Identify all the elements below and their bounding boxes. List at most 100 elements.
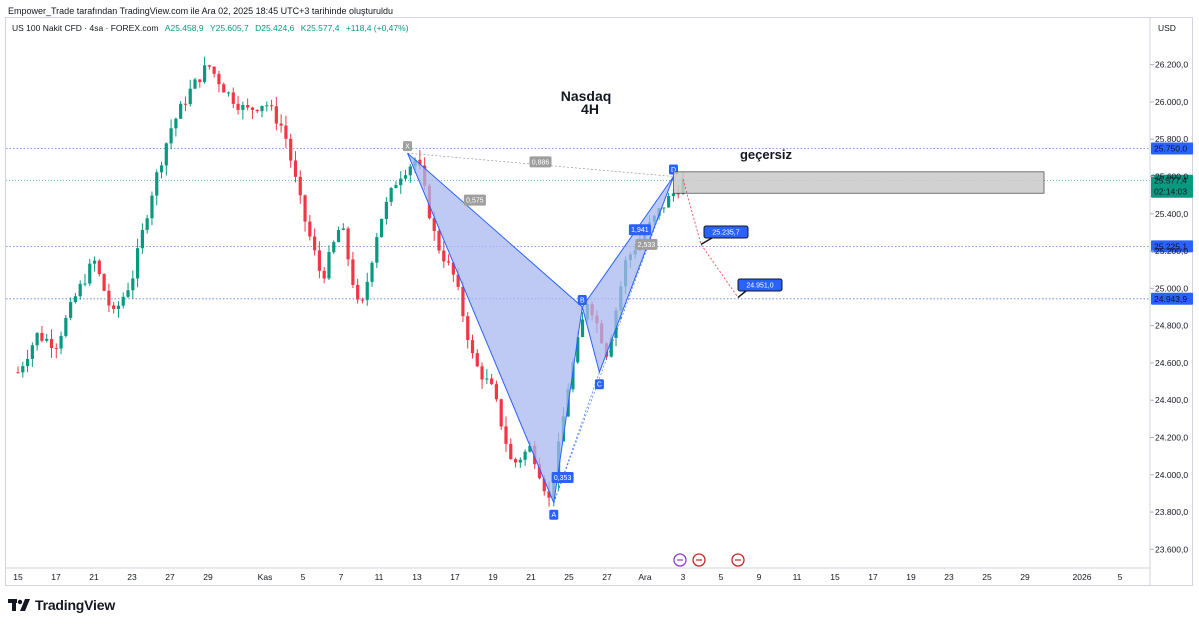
time-tick-label: 13 (412, 572, 422, 582)
time-tick-label: 7 (339, 572, 344, 582)
candle-body (40, 332, 44, 341)
candle-body (609, 337, 613, 357)
candle-body (394, 185, 398, 189)
legend-open: A25.458,9 (164, 23, 204, 33)
pattern-point-d-label: D (671, 167, 676, 174)
candle-countdown: 02:14:03 (1154, 187, 1187, 197)
price-tick-label: 25.200,0 (1155, 246, 1188, 256)
pattern-point-x-label: X (405, 144, 410, 151)
time-tick-label: 17 (868, 572, 878, 582)
candle-body (155, 172, 159, 196)
candle-body (49, 338, 54, 348)
candle-body (30, 345, 34, 359)
time-tick-label: 11 (375, 572, 384, 582)
candle-body (246, 105, 250, 108)
time-tick-label: 29 (203, 572, 213, 582)
annotation-invalid[interactable]: geçersiz (740, 147, 793, 162)
time-tick-label: 5 (301, 572, 306, 582)
candle-body (432, 218, 436, 231)
annotation-title-symbol[interactable]: Nasdaq (561, 88, 612, 104)
candle-body (188, 88, 192, 105)
candle-body (241, 105, 245, 110)
candle-body (662, 207, 666, 209)
pattern-ratio-badge (628, 224, 651, 236)
candle-body (317, 250, 322, 271)
candle-body (92, 260, 97, 264)
candle-body (45, 338, 49, 341)
pattern-point-x[interactable] (403, 141, 412, 152)
price-tick-label: 25.800,0 (1155, 134, 1188, 144)
candle-body (265, 105, 269, 107)
candle-body (250, 107, 255, 110)
candle-body (451, 262, 455, 275)
price-tick-label: 24.200,0 (1155, 432, 1188, 442)
pattern-bcd-triangle[interactable] (581, 176, 674, 374)
candle-body (231, 92, 235, 104)
price-tick-label: 24.600,0 (1155, 358, 1188, 368)
price-level-badge (1151, 240, 1193, 253)
pattern-point-a[interactable] (549, 509, 559, 520)
invalid-zone-rectangle[interactable] (673, 171, 1045, 194)
candle-body (485, 378, 489, 380)
pattern-point-c[interactable] (594, 379, 604, 390)
pattern-ratio-label: 0,575 (466, 198, 484, 205)
candle-body (202, 65, 207, 83)
candle-body (327, 252, 331, 279)
pattern-point-b-label: B (580, 297, 585, 304)
candle-body (298, 176, 302, 196)
candle-body (437, 230, 441, 251)
price-tick-label: 26.000,0 (1155, 97, 1188, 107)
target-badge[interactable] (737, 278, 783, 292)
target-badge[interactable] (703, 225, 749, 239)
price-tick-label: 26.200,0 (1155, 60, 1188, 70)
candle-body (576, 337, 580, 363)
candle-body (217, 73, 221, 85)
candle-body (269, 105, 274, 107)
price-level-value: 24.943,9 (1154, 294, 1187, 304)
candle-body (193, 79, 197, 89)
pattern-point-b[interactable] (577, 294, 587, 305)
currency-label[interactable]: USD (1158, 23, 1176, 33)
candle-body (169, 128, 173, 144)
candle-body (35, 332, 39, 346)
candle-body (16, 372, 20, 374)
candle-body (523, 451, 527, 460)
candle-body (470, 340, 475, 354)
candle-body (418, 159, 422, 166)
candle-body (59, 335, 63, 349)
candle-body (509, 443, 513, 460)
candle-body (73, 296, 78, 303)
pattern-xab-triangle[interactable] (407, 152, 583, 505)
legend-low: D25.424,6 (255, 23, 295, 33)
price-tick-label: 23.800,0 (1155, 507, 1188, 517)
candle-body (207, 65, 211, 67)
time-tick-label: 25 (982, 572, 992, 582)
candle-body (25, 358, 30, 367)
time-tick-label: 15 (830, 572, 840, 582)
tradingview-logo[interactable]: TradingView (8, 597, 115, 613)
candle-body (375, 237, 379, 263)
candle-body (446, 261, 451, 263)
candle-body (284, 125, 288, 139)
candle-body (116, 305, 121, 310)
annotation-title-timeframe[interactable]: 4H (581, 101, 599, 117)
candle-body (547, 491, 551, 498)
candle-body (131, 278, 135, 291)
tradingview-logo-icon (8, 599, 30, 611)
time-tick-label: 21 (89, 572, 99, 582)
time-tick-label: 3 (681, 572, 686, 582)
candle-body (21, 366, 25, 373)
candle-body (150, 195, 154, 219)
candle-body (480, 366, 484, 380)
candle-body (313, 236, 317, 251)
candle-body (212, 66, 216, 74)
time-tick-label: 9 (757, 572, 762, 582)
legend-symbol[interactable]: US 100 Nakit CFD · 4sa · FOREX.com (12, 23, 159, 33)
price-level-badge (1151, 292, 1193, 305)
pattern-ratio-badge (529, 156, 552, 168)
legend-close: K25.577,4 (300, 23, 340, 33)
candle-body (289, 138, 293, 161)
time-tick-label: 2026 (1073, 572, 1092, 582)
pattern-ratio-label: 2,533 (638, 242, 656, 249)
